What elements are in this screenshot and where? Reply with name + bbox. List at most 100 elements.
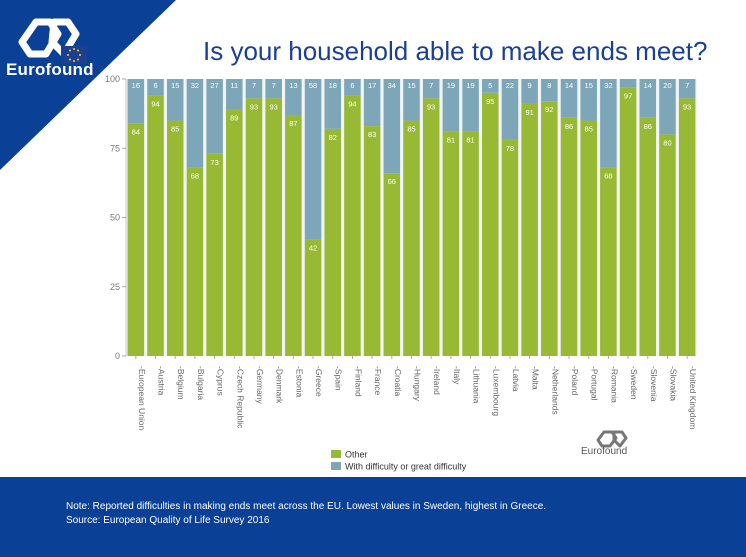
bar-other <box>324 128 342 356</box>
data-label-other: 80 <box>663 138 671 147</box>
data-label-difficulty: 15 <box>171 81 179 90</box>
data-label-difficulty: 15 <box>407 81 415 90</box>
data-label-difficulty: 7 <box>685 81 689 90</box>
data-label-difficulty: 14 <box>644 81 652 90</box>
bar-other <box>127 123 145 356</box>
bar-other <box>639 117 657 356</box>
data-label-other: 85 <box>407 125 415 134</box>
data-label-difficulty: 6 <box>350 81 354 90</box>
bar-other <box>481 92 499 356</box>
x-tick-label: -Italy <box>452 366 462 385</box>
x-tick-label: -Poland <box>570 366 580 396</box>
legend-swatch <box>331 450 341 458</box>
data-label-difficulty: 15 <box>585 81 593 90</box>
bar-difficulty <box>383 79 401 174</box>
bar-difficulty <box>186 79 204 168</box>
x-tick-label: -Slovakia <box>668 366 678 401</box>
watermark-text: Eurofound <box>581 446 628 457</box>
bar-difficulty <box>403 79 420 121</box>
data-label-difficulty: 34 <box>388 81 396 90</box>
legend-label: Other <box>345 450 368 460</box>
y-tick-label: 0 <box>115 351 120 361</box>
bar-difficulty <box>422 79 440 99</box>
bar-difficulty <box>481 79 499 93</box>
data-label-other: 86 <box>644 122 652 131</box>
x-tick-label: -Belgium <box>176 366 186 400</box>
x-tick-label: -United Kingdom <box>688 366 698 429</box>
bar-other <box>226 109 243 356</box>
data-label-difficulty: 6 <box>153 81 157 90</box>
data-label-other: 92 <box>545 105 553 114</box>
bar-difficulty <box>678 79 696 99</box>
eurofound-watermark-icon <box>596 430 628 448</box>
x-tick-label: -Malta <box>531 366 541 390</box>
bar-difficulty <box>521 79 538 104</box>
data-label-other: 86 <box>565 122 573 131</box>
data-label-other: 82 <box>329 133 337 142</box>
data-label-other: 85 <box>585 125 593 134</box>
bar-other <box>383 173 401 356</box>
x-tick-label: -Croatia <box>393 366 403 397</box>
data-label-other: 42 <box>309 244 317 253</box>
bar-difficulty <box>245 79 263 99</box>
bar-difficulty <box>206 79 223 154</box>
bar-difficulty <box>580 79 597 121</box>
bar-other <box>422 98 440 356</box>
brand-name: Eurofound <box>6 60 94 79</box>
data-label-difficulty: 32 <box>604 81 612 90</box>
bar-difficulty <box>265 79 282 99</box>
data-label-other: 93 <box>250 102 258 111</box>
bar-difficulty <box>501 79 519 140</box>
data-label-difficulty: 58 <box>309 81 317 90</box>
bar-other <box>147 95 164 357</box>
data-label-difficulty: 19 <box>447 81 455 90</box>
data-label-difficulty: 20 <box>663 81 671 90</box>
x-tick-label: -Romania <box>609 366 619 403</box>
data-label-other: 91 <box>525 108 533 117</box>
x-tick-label: -France <box>373 366 383 396</box>
bar-difficulty <box>619 79 637 88</box>
data-label-other: 94 <box>151 100 159 109</box>
x-tick-label: -Czech Republic <box>235 366 245 429</box>
x-tick-label: -Bulgaria <box>196 366 206 400</box>
x-tick-label: -Hungary <box>413 366 423 402</box>
x-tick-label: -Portugal <box>590 366 600 401</box>
x-tick-label: -Germany <box>255 366 265 405</box>
data-label-difficulty: 7 <box>272 81 276 90</box>
bar-other <box>560 117 578 356</box>
data-label-other: 97 <box>624 91 632 100</box>
data-label-difficulty: 7 <box>429 81 433 90</box>
bar-difficulty <box>147 79 164 96</box>
eurofound-logo-icon <box>18 18 87 64</box>
bar-difficulty <box>324 79 342 129</box>
x-tick-label: -Slovenia <box>649 366 659 402</box>
data-label-difficulty: 13 <box>289 81 297 90</box>
data-label-difficulty: 32 <box>191 81 199 90</box>
bar-difficulty <box>600 79 617 168</box>
bar-other <box>521 103 538 357</box>
data-label-other: 78 <box>506 144 514 153</box>
data-label-other: 93 <box>427 102 435 111</box>
x-tick-label: -Lithuania <box>472 366 482 404</box>
bar-other <box>265 98 282 356</box>
legend-swatch <box>331 462 341 470</box>
legend-label: With difficulty or great difficulty <box>345 462 467 472</box>
y-tick-label: 100 <box>105 74 120 84</box>
bar-other <box>678 98 696 356</box>
y-tick-label: 25 <box>110 282 120 292</box>
data-label-other: 68 <box>191 172 199 181</box>
bar-other <box>462 131 479 356</box>
data-label-other: 93 <box>683 102 691 111</box>
data-label-difficulty: 11 <box>230 81 238 90</box>
bar-other <box>245 98 263 356</box>
data-label-difficulty: 9 <box>528 81 532 90</box>
bar-other <box>403 120 420 356</box>
bar-difficulty <box>462 79 479 132</box>
bar-other <box>501 139 519 356</box>
bar-difficulty <box>639 79 657 118</box>
bar-difficulty <box>363 79 381 127</box>
bar-other <box>580 120 597 356</box>
bar-other <box>186 167 204 356</box>
bar-difficulty <box>560 79 578 118</box>
data-label-difficulty: 27 <box>210 81 218 90</box>
